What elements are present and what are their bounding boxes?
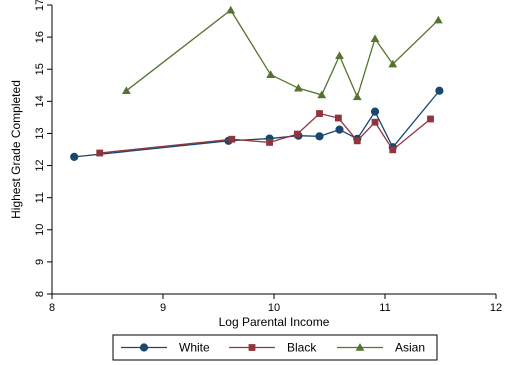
legend-marker <box>248 344 256 351</box>
series-line-black <box>99 112 431 154</box>
legend-item-black: Black <box>229 341 317 355</box>
data-point-black <box>334 114 342 122</box>
data-point-white <box>370 107 380 116</box>
data-point-black <box>228 135 236 143</box>
series-white <box>70 86 444 161</box>
x-tick-label: 8 <box>49 302 55 314</box>
data-point-asian <box>433 15 443 24</box>
x-axis-title: Log Parental Income <box>219 315 330 329</box>
y-tick-label: 16 <box>34 31 46 43</box>
data-point-black <box>293 130 301 138</box>
y-tick-label: 15 <box>34 63 46 75</box>
axes: 8 9 10 11 12 8 9 10 11 12 13 14 15 16 17 <box>34 0 502 314</box>
y-tick-label: 12 <box>34 159 46 171</box>
data-point-asian <box>388 59 398 68</box>
data-point-white <box>335 125 344 134</box>
data-point-black <box>353 137 361 145</box>
legend-label: White <box>179 341 210 355</box>
legend-marker <box>139 343 149 352</box>
y-tick-label: 8 <box>34 291 46 297</box>
x-tick-label: 11 <box>379 302 390 314</box>
data-point-asian <box>266 70 276 78</box>
x-tick-label: 12 <box>490 302 502 314</box>
data-point-asian <box>370 34 380 43</box>
legend-marker <box>355 343 365 351</box>
y-tick-label: 10 <box>34 224 46 236</box>
y-axis-title: Highest Grade Completed <box>9 80 23 219</box>
series-asian <box>121 5 443 101</box>
y-tick-label: 17 <box>34 0 46 11</box>
x-tick-label: 10 <box>268 302 280 314</box>
data-point-black <box>266 139 273 146</box>
legend-label: Black <box>287 341 317 355</box>
series-layer <box>70 5 444 161</box>
x-tick-label: 9 <box>160 302 166 314</box>
data-point-asian <box>352 92 362 101</box>
data-point-white <box>70 152 79 161</box>
data-point-asian <box>226 5 236 14</box>
y-tick-label: 11 <box>34 192 46 203</box>
y-tick-label: 13 <box>34 127 46 139</box>
legend-label: Asian <box>395 341 425 355</box>
series-black <box>96 110 434 157</box>
data-point-asian <box>335 51 344 60</box>
data-point-black <box>427 115 434 123</box>
legend: White Black Asian <box>112 334 438 361</box>
data-point-white <box>315 132 324 141</box>
y-tick-label: 14 <box>34 95 46 107</box>
data-point-asian <box>317 90 327 99</box>
data-point-black <box>371 118 379 126</box>
data-point-asian <box>294 83 303 92</box>
data-point-white <box>435 86 444 95</box>
data-point-asian <box>121 86 131 95</box>
data-point-black <box>389 146 397 154</box>
data-point-black <box>316 110 323 117</box>
series-line-white <box>74 90 440 158</box>
y-tick-label: 9 <box>34 259 46 265</box>
data-point-black <box>96 149 104 157</box>
series-line-asian <box>125 9 439 99</box>
legend-item-white: White <box>121 341 210 355</box>
legend-item-asian: Asian <box>337 341 425 355</box>
